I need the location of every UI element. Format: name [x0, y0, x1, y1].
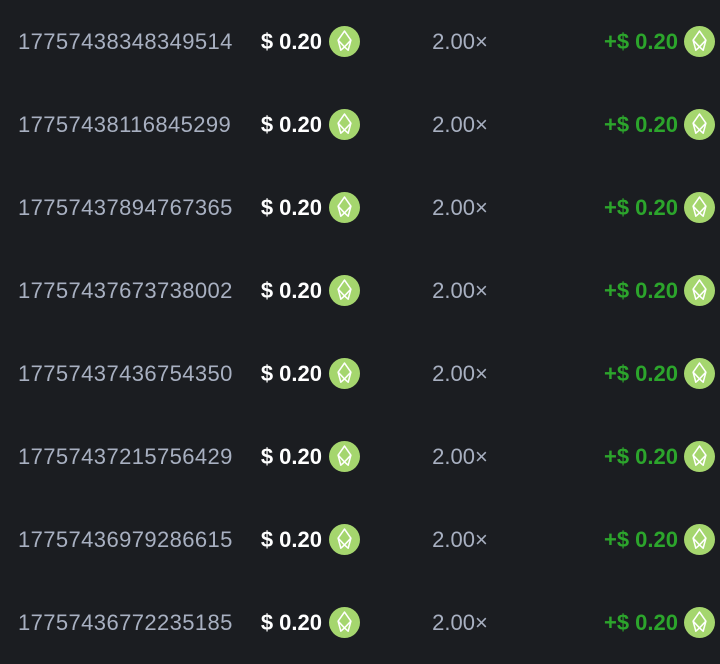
bet-multiplier: 2.00×	[432, 277, 488, 303]
payout-cell: +$ 0.20	[560, 607, 715, 638]
bet-id: 17757437436754350	[18, 360, 233, 386]
bet-amount-cell: $ 0.20	[233, 607, 360, 638]
eos-coin-icon	[684, 109, 715, 140]
bet-amount-cell: $ 0.20	[233, 192, 360, 223]
bet-id: 17757436772235185	[18, 609, 233, 635]
payout-amount: +$ 0.20	[603, 194, 678, 220]
eos-coin-icon	[684, 275, 715, 306]
payout-amount: +$ 0.20	[603, 609, 678, 635]
table-row[interactable]: 17757436772235185 $ 0.20 2.00× +$ 0.20	[0, 581, 720, 664]
payout-amount: +$ 0.20	[603, 360, 678, 386]
table-row[interactable]: 17757438348349514 $ 0.20 2.00× +$ 0.20	[0, 0, 720, 83]
eos-coin-icon	[329, 192, 360, 223]
bet-amount-cell: $ 0.20	[233, 26, 360, 57]
payout-cell: +$ 0.20	[560, 26, 715, 57]
bet-multiplier: 2.00×	[432, 111, 488, 137]
payout-amount: +$ 0.20	[603, 526, 678, 552]
payout-cell: +$ 0.20	[560, 109, 715, 140]
bet-id: 17757436979286615	[18, 526, 233, 552]
bet-amount: $ 0.20	[260, 609, 322, 635]
bet-amount-cell: $ 0.20	[233, 524, 360, 555]
eos-coin-icon	[329, 109, 360, 140]
payout-amount: +$ 0.20	[603, 111, 678, 137]
bet-amount: $ 0.20	[260, 360, 322, 386]
bet-id: 17757437215756429	[18, 443, 233, 469]
eos-coin-icon	[329, 524, 360, 555]
bet-multiplier: 2.00×	[432, 443, 488, 469]
bet-id: 17757438116845299	[18, 111, 232, 137]
bet-amount: $ 0.20	[260, 277, 322, 303]
eos-coin-icon	[329, 275, 360, 306]
table-row[interactable]: 17757437215756429 $ 0.20 2.00× +$ 0.20	[0, 415, 720, 498]
bet-multiplier: 2.00×	[432, 526, 488, 552]
payout-cell: +$ 0.20	[560, 441, 715, 472]
payout-amount: +$ 0.20	[603, 277, 678, 303]
bet-amount-cell: $ 0.20	[233, 109, 360, 140]
bet-amount: $ 0.20	[260, 443, 322, 469]
eos-coin-icon	[684, 358, 715, 389]
payout-cell: +$ 0.20	[560, 192, 715, 223]
bet-multiplier: 2.00×	[432, 360, 488, 386]
eos-coin-icon	[684, 441, 715, 472]
eos-coin-icon	[329, 26, 360, 57]
table-row[interactable]: 17757438116845299 $ 0.20 2.00× +$ 0.20	[0, 83, 720, 166]
eos-coin-icon	[329, 358, 360, 389]
bet-id: 17757437673738002	[18, 277, 233, 303]
table-row[interactable]: 17757437673738002 $ 0.20 2.00× +$ 0.20	[0, 249, 720, 332]
bet-amount-cell: $ 0.20	[233, 275, 360, 306]
eos-coin-icon	[329, 607, 360, 638]
payout-amount: +$ 0.20	[603, 443, 678, 469]
eos-coin-icon	[684, 26, 715, 57]
bet-multiplier: 2.00×	[432, 609, 488, 635]
payout-amount: +$ 0.20	[603, 28, 678, 54]
bet-id: 17757437894767365	[18, 194, 233, 220]
bet-amount-cell: $ 0.20	[233, 441, 360, 472]
eos-coin-icon	[684, 192, 715, 223]
bet-amount: $ 0.20	[260, 526, 322, 552]
eos-coin-icon	[329, 441, 360, 472]
payout-cell: +$ 0.20	[560, 358, 715, 389]
eos-coin-icon	[684, 607, 715, 638]
bet-multiplier: 2.00×	[432, 194, 488, 220]
table-row[interactable]: 17757437894767365 $ 0.20 2.00× +$ 0.20	[0, 166, 720, 249]
eos-coin-icon	[684, 524, 715, 555]
bet-amount-cell: $ 0.20	[233, 358, 360, 389]
table-row[interactable]: 17757437436754350 $ 0.20 2.00× +$ 0.20	[0, 332, 720, 415]
table-row[interactable]: 17757436979286615 $ 0.20 2.00× +$ 0.20	[0, 498, 720, 581]
bet-amount: $ 0.20	[260, 194, 322, 220]
payout-cell: +$ 0.20	[560, 524, 715, 555]
bet-multiplier: 2.00×	[432, 28, 488, 54]
bet-amount: $ 0.20	[260, 111, 322, 137]
bet-id: 17757438348349514	[18, 28, 233, 54]
bet-amount: $ 0.20	[260, 28, 322, 54]
payout-cell: +$ 0.20	[560, 275, 715, 306]
